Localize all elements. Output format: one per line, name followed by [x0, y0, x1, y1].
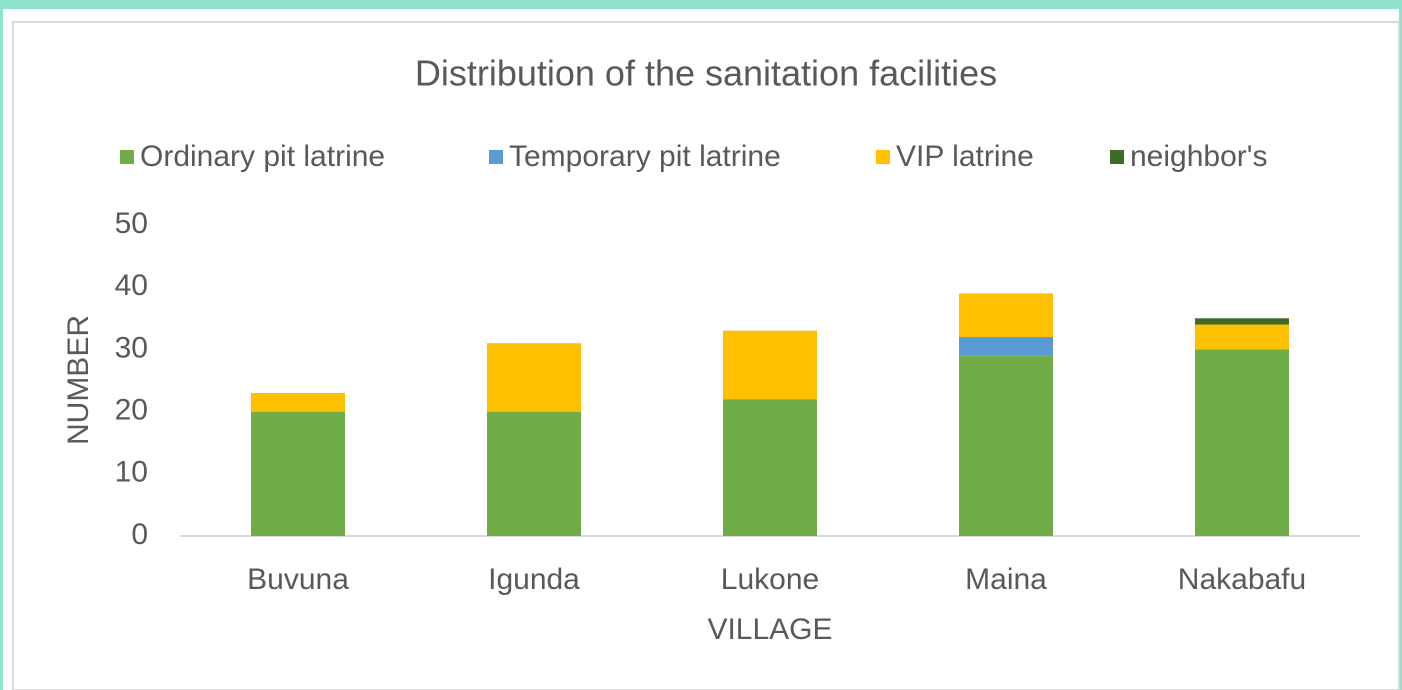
x-tick-label: Buvuna — [247, 563, 349, 596]
x-tick-label: Lukone — [721, 563, 819, 596]
legend-label: VIP latrine — [896, 140, 1034, 173]
legend-label: Ordinary pit latrine — [140, 140, 385, 173]
chart-card — [3, 9, 1399, 690]
chart-title: Distribution of the sanitation facilitie… — [415, 53, 997, 94]
bar-segment — [1195, 318, 1289, 325]
legend-swatch — [120, 150, 134, 164]
chart-border — [12, 21, 1400, 690]
bar-segment — [959, 355, 1053, 536]
bar-segment — [1195, 324, 1289, 350]
bar-segment — [959, 293, 1053, 337]
x-tick-label: Nakabafu — [1178, 563, 1306, 596]
legend-label: neighbor's — [1130, 140, 1268, 173]
bar-segment — [251, 411, 345, 536]
y-tick-label: 40 — [115, 269, 148, 302]
bar-segment — [487, 411, 581, 536]
x-tick-label: Maina — [965, 563, 1047, 596]
bar-segment — [723, 399, 817, 536]
x-axis-label: VILLAGE — [707, 613, 832, 646]
legend-swatch — [1110, 150, 1124, 164]
y-tick-label: 30 — [115, 331, 148, 364]
bar-segment — [959, 336, 1053, 356]
y-tick-label: 10 — [115, 456, 148, 489]
y-axis-label: NUMBER — [62, 315, 95, 445]
legend-swatch — [489, 150, 503, 164]
y-tick-label: 50 — [115, 207, 148, 240]
legend-label: Temporary pit latrine — [509, 140, 781, 173]
y-tick-label: 0 — [131, 518, 148, 551]
y-tick-label: 20 — [115, 394, 148, 427]
bar-segment — [1195, 349, 1289, 536]
bar-segment — [251, 392, 345, 412]
x-tick-label: Igunda — [488, 563, 580, 596]
legend-swatch — [876, 150, 890, 164]
bar-segment — [487, 343, 581, 412]
bar-segment — [723, 330, 817, 400]
